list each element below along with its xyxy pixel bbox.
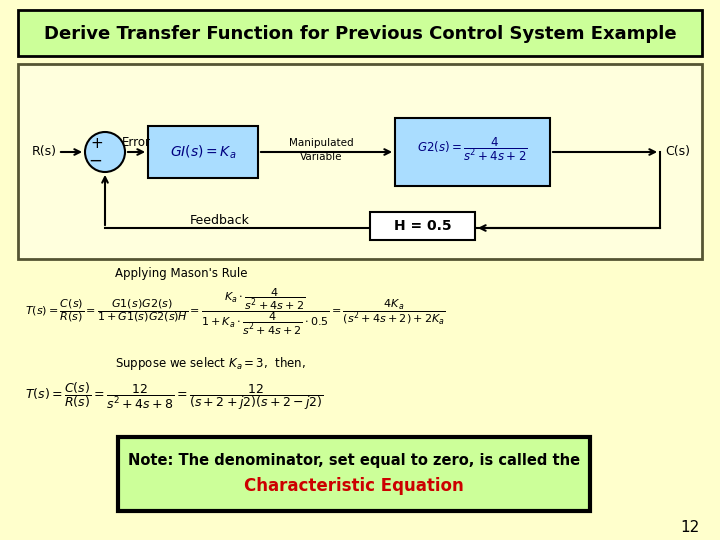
Text: Suppose we select $K_a = 3$,  then,: Suppose we select $K_a = 3$, then,: [115, 354, 306, 372]
Text: Manipulated: Manipulated: [289, 138, 354, 148]
Text: H = 0.5: H = 0.5: [394, 219, 451, 233]
Bar: [118, 437, 590, 511]
Text: +: +: [91, 137, 104, 152]
Text: Note: The denominator, set equal to zero, is called the: Note: The denominator, set equal to zero…: [128, 453, 580, 468]
Text: Feedback: Feedback: [190, 213, 250, 226]
Text: Characteristic Equation: Characteristic Equation: [244, 477, 464, 495]
Text: Variable: Variable: [300, 152, 343, 162]
Text: Error: Error: [122, 136, 151, 148]
Text: 12: 12: [680, 521, 700, 536]
Bar: [18, 10, 702, 56]
Text: −: −: [88, 152, 102, 170]
Text: $T(s) = \dfrac{C(s)}{R(s)} = \dfrac{12}{s^2+4s+8} = \dfrac{12}{(s+2+j2)(s+2-j2)}: $T(s) = \dfrac{C(s)}{R(s)} = \dfrac{12}{…: [25, 380, 324, 412]
Text: $T(s) = \dfrac{C(s)}{R(s)} = \dfrac{G1(s)G2(s)}{1+G1(s)G2(s)H} = \dfrac{K_a \cdo: $T(s) = \dfrac{C(s)}{R(s)} = \dfrac{G1(s…: [25, 287, 446, 337]
Text: $GI(s) = K_a$: $GI(s) = K_a$: [170, 143, 236, 161]
Text: Derive Transfer Function for Previous Control System Example: Derive Transfer Function for Previous Co…: [44, 25, 676, 43]
Bar: [370, 212, 475, 240]
Circle shape: [85, 132, 125, 172]
Text: $G2(s) = \dfrac{4}{s^2+4s+2}$: $G2(s) = \dfrac{4}{s^2+4s+2}$: [418, 135, 528, 163]
Bar: [148, 126, 258, 178]
Bar: [18, 64, 702, 259]
Text: Applying Mason's Rule: Applying Mason's Rule: [115, 267, 248, 280]
Text: R(s): R(s): [32, 145, 57, 159]
Text: C(s): C(s): [665, 145, 690, 159]
Bar: [395, 118, 550, 186]
